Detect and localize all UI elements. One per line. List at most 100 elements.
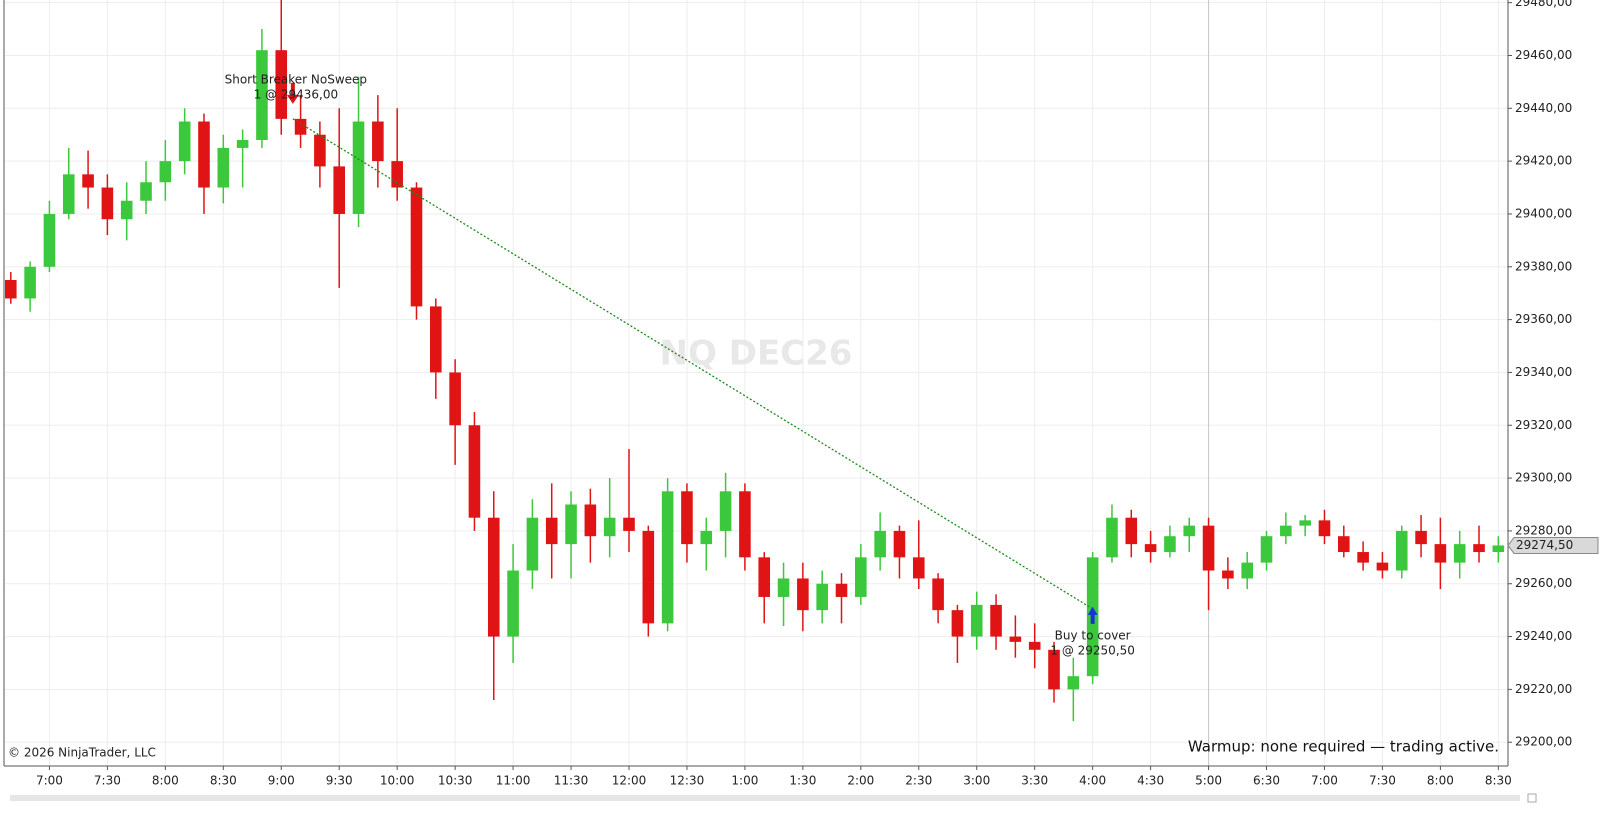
x-tick-label: 1:00 bbox=[731, 774, 758, 788]
candle-body bbox=[932, 578, 944, 611]
candle-body bbox=[545, 517, 558, 545]
candle-body bbox=[681, 491, 693, 545]
x-tick-label: 1:30 bbox=[789, 774, 816, 788]
x-tick-label: 3:30 bbox=[1021, 774, 1048, 788]
trade-arrow bbox=[286, 82, 299, 104]
candle-body bbox=[1009, 636, 1022, 642]
candle-body bbox=[603, 517, 616, 537]
candle-body bbox=[970, 604, 983, 637]
x-tick-label: 12:30 bbox=[670, 774, 705, 788]
candle-body bbox=[797, 578, 809, 611]
candle-body bbox=[1453, 544, 1466, 563]
x-tick-label: 10:30 bbox=[438, 774, 473, 788]
x-tick-label: 5:00 bbox=[1195, 774, 1222, 788]
candle-body bbox=[1357, 552, 1369, 563]
candle-body bbox=[314, 134, 326, 167]
x-tick-label: 10:00 bbox=[380, 774, 415, 788]
candle-body bbox=[178, 121, 191, 162]
candle-body bbox=[990, 604, 1002, 637]
candle-body bbox=[1395, 530, 1408, 571]
x-tick-label: 7:30 bbox=[1369, 774, 1396, 788]
x-tick-label: 8:30 bbox=[210, 774, 237, 788]
x-tick-label: 9:00 bbox=[268, 774, 295, 788]
candle-body bbox=[584, 504, 597, 537]
y-tick-label: 29320,00 bbox=[1515, 418, 1572, 432]
candle-body bbox=[700, 530, 713, 545]
candle-body bbox=[874, 530, 886, 558]
candle-body bbox=[1028, 641, 1041, 650]
y-tick-label: 29400,00 bbox=[1515, 206, 1572, 220]
candle-body bbox=[1048, 649, 1060, 690]
candle-body bbox=[642, 530, 655, 624]
candle-body bbox=[372, 121, 384, 162]
candle-body bbox=[1337, 536, 1350, 553]
candle-body bbox=[816, 583, 828, 611]
candle-body bbox=[739, 491, 751, 558]
y-tick-label: 29480,00 bbox=[1515, 0, 1572, 9]
y-tick-label: 29200,00 bbox=[1515, 735, 1572, 749]
candle-body bbox=[1144, 544, 1157, 553]
candle-body bbox=[5, 279, 17, 299]
candle-body bbox=[43, 213, 56, 267]
candle-body bbox=[391, 161, 403, 188]
x-tick-label: 9:30 bbox=[326, 774, 353, 788]
candle-body bbox=[1125, 517, 1138, 545]
last-price-label: 29274,50 bbox=[1516, 538, 1573, 552]
candle-body bbox=[1376, 562, 1389, 571]
candle-body bbox=[198, 121, 210, 188]
y-tick-label: 29220,00 bbox=[1515, 682, 1572, 696]
x-tick-label: 11:30 bbox=[554, 774, 589, 788]
candle-body bbox=[62, 174, 75, 214]
candle-body bbox=[777, 578, 790, 597]
x-tick-label: 4:30 bbox=[1137, 774, 1164, 788]
x-tick-label: 8:00 bbox=[152, 774, 179, 788]
grid bbox=[5, 0, 1508, 766]
y-tick-label: 29240,00 bbox=[1515, 629, 1572, 643]
candle-body bbox=[24, 266, 36, 299]
candle-body bbox=[410, 187, 423, 307]
candle-body bbox=[1183, 525, 1196, 537]
trade-label: 1 @ 29250,50 bbox=[1050, 643, 1135, 657]
x-tick-label: 7:00 bbox=[36, 774, 63, 788]
copyright: © 2026 NinjaTrader, LLC bbox=[8, 746, 156, 760]
candle-body bbox=[526, 517, 539, 571]
candle-body bbox=[1473, 544, 1485, 553]
x-tick-label: 8:00 bbox=[1427, 774, 1454, 788]
x-tick-label: 3:00 bbox=[963, 774, 990, 788]
y-tick-label: 29260,00 bbox=[1515, 576, 1572, 590]
trade-line bbox=[292, 118, 1093, 610]
x-tick-label: 7:00 bbox=[1311, 774, 1338, 788]
y-tick-label: 29280,00 bbox=[1515, 523, 1572, 537]
candle-body bbox=[275, 50, 288, 119]
candle-body bbox=[1299, 520, 1311, 526]
candle-body bbox=[661, 491, 674, 624]
scroll-handle[interactable] bbox=[1527, 793, 1537, 803]
candle-body bbox=[855, 557, 867, 597]
candle-body bbox=[140, 182, 152, 201]
candle-body bbox=[430, 306, 442, 373]
candle-body bbox=[1202, 525, 1215, 571]
x-tick-label: 7:30 bbox=[94, 774, 121, 788]
candle-body bbox=[1222, 570, 1234, 579]
watermark: NQ DEC26 bbox=[660, 334, 853, 374]
scrollbar[interactable] bbox=[10, 795, 1520, 801]
candle-body bbox=[1280, 525, 1292, 537]
trade-name: Buy to cover bbox=[1055, 628, 1131, 642]
x-tick-label: 2:30 bbox=[905, 774, 932, 788]
status-text: Warmup: none required — trading active. bbox=[1188, 738, 1499, 756]
candle-body bbox=[1415, 530, 1427, 545]
candle-body bbox=[1241, 562, 1253, 579]
candle-body bbox=[487, 517, 500, 637]
x-tick-label: 4:00 bbox=[1079, 774, 1106, 788]
last-price-tag bbox=[1507, 536, 1599, 554]
candle-body bbox=[333, 166, 346, 214]
candles bbox=[5, 0, 1505, 722]
candle-body bbox=[1067, 676, 1080, 690]
candle-body bbox=[1106, 517, 1118, 558]
candle-body bbox=[758, 557, 771, 597]
y-tick-label: 29440,00 bbox=[1515, 101, 1572, 115]
candle-body bbox=[159, 161, 172, 183]
candle-body bbox=[893, 530, 906, 558]
candle-body bbox=[912, 557, 925, 579]
